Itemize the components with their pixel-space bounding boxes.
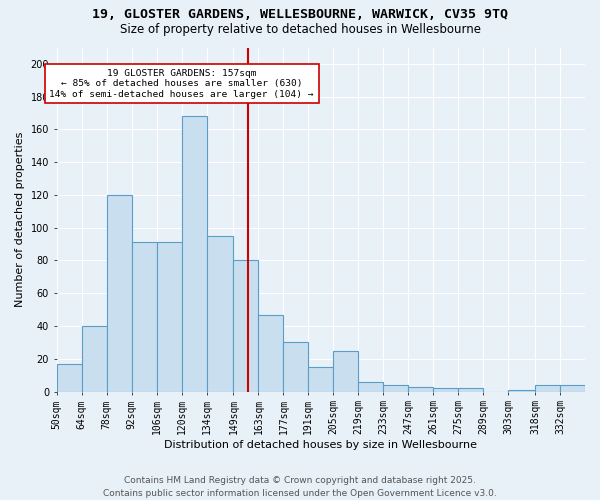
Bar: [259, 314, 283, 392]
X-axis label: Distribution of detached houses by size in Wellesbourne: Distribution of detached houses by size …: [164, 440, 478, 450]
Y-axis label: Number of detached properties: Number of detached properties: [15, 132, 25, 307]
Bar: [383, 385, 409, 392]
Bar: [358, 382, 383, 392]
Bar: [308, 367, 334, 392]
Bar: [334, 350, 358, 392]
Bar: [233, 260, 259, 392]
Text: Size of property relative to detached houses in Wellesbourne: Size of property relative to detached ho…: [119, 22, 481, 36]
Bar: [458, 388, 483, 392]
Bar: [157, 242, 182, 392]
Bar: [56, 364, 82, 392]
Bar: [409, 386, 433, 392]
Bar: [182, 116, 206, 392]
Bar: [535, 385, 560, 392]
Bar: [560, 385, 585, 392]
Bar: [283, 342, 308, 392]
Bar: [107, 195, 131, 392]
Bar: [206, 236, 233, 392]
Text: 19 GLOSTER GARDENS: 157sqm
← 85% of detached houses are smaller (630)
14% of sem: 19 GLOSTER GARDENS: 157sqm ← 85% of deta…: [49, 69, 314, 98]
Bar: [82, 326, 107, 392]
Bar: [433, 388, 458, 392]
Text: Contains HM Land Registry data © Crown copyright and database right 2025.
Contai: Contains HM Land Registry data © Crown c…: [103, 476, 497, 498]
Text: 19, GLOSTER GARDENS, WELLESBOURNE, WARWICK, CV35 9TQ: 19, GLOSTER GARDENS, WELLESBOURNE, WARWI…: [92, 8, 508, 20]
Bar: [131, 242, 157, 392]
Bar: [508, 390, 535, 392]
